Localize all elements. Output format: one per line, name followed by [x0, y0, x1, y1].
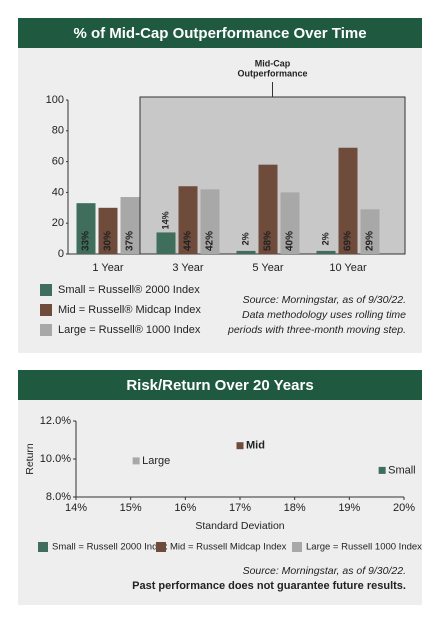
value-label: 42%	[205, 231, 216, 251]
point-label: Small	[388, 464, 416, 476]
x-tick-label: 15%	[120, 502, 142, 514]
header	[18, 18, 422, 48]
bar	[236, 250, 256, 254]
legend-label: Mid = Russell® Midcap Index	[58, 304, 201, 316]
annotation: Mid-Cap	[255, 58, 291, 68]
x-axis-label: Standard Deviation	[195, 520, 284, 532]
legend-swatch	[156, 542, 166, 552]
bar	[316, 250, 336, 254]
legend-label: Small = Russell® 2000 Index	[58, 284, 200, 296]
disclaimer: Past performance does not guarantee futu…	[132, 580, 406, 592]
y-tick-label: 8.0%	[46, 491, 71, 503]
legend-label: Large = Russell® 1000 Index	[58, 324, 201, 336]
x-tick-label: 5 Year	[252, 262, 284, 274]
bar	[98, 207, 118, 254]
point-label: Mid	[246, 440, 265, 452]
annotation: Outperformance	[237, 68, 307, 78]
value-label: 58%	[263, 231, 274, 251]
value-label: 14%	[160, 211, 170, 229]
value-label: 33%	[81, 231, 92, 251]
bar	[200, 189, 220, 254]
y-tick-label: 60	[52, 156, 64, 168]
source-note: Source: Morningstar, as of 9/30/22.	[243, 294, 406, 306]
header	[18, 370, 422, 400]
bar	[280, 192, 300, 254]
legend-swatch	[40, 324, 52, 336]
bar	[156, 232, 176, 254]
source-note: Source: Morningstar, as of 9/30/22.	[243, 565, 406, 577]
point	[378, 466, 386, 474]
x-tick-label: 18%	[284, 502, 306, 514]
x-tick-label: 14%	[65, 502, 87, 514]
y-tick-label: 100	[46, 94, 64, 106]
y-tick-label: 0	[58, 248, 64, 260]
bar	[258, 164, 278, 254]
bar	[360, 209, 380, 254]
legend-label: Large = Russell 1000 Index	[306, 542, 422, 553]
legend-swatch	[38, 542, 48, 552]
value-label: 2%	[240, 232, 250, 245]
legend-swatch	[292, 542, 302, 552]
bar	[338, 147, 358, 254]
y-tick-label: 40	[52, 186, 64, 198]
chart-title: % of Mid-Cap Outperformance Over Time	[73, 25, 366, 42]
y-tick-label: 10.0%	[40, 453, 71, 465]
y-tick-label: 12.0%	[40, 415, 71, 427]
x-tick-label: 16%	[174, 502, 196, 514]
x-tick-label: 1 Year	[92, 262, 124, 274]
point	[132, 457, 140, 465]
bar	[178, 186, 198, 254]
legend-label: Mid = Russell Midcap Index	[170, 542, 287, 553]
legend-label: Small = Russell 2000 Index	[52, 542, 168, 553]
x-tick-label: 3 Year	[172, 262, 204, 274]
value-label: 2%	[320, 232, 330, 245]
source-note: periods with three-month moving step.	[227, 324, 406, 336]
x-tick-label: 19%	[338, 502, 360, 514]
bar	[120, 197, 140, 254]
y-tick-label: 20	[52, 217, 64, 229]
x-tick-label: 20%	[393, 502, 415, 514]
value-label: 29%	[365, 231, 376, 251]
value-label: 40%	[285, 231, 296, 251]
legend-swatch	[40, 284, 52, 296]
chart-title: Risk/Return Over 20 Years	[126, 377, 313, 394]
point-label: Large	[142, 455, 170, 467]
value-label: 37%	[125, 231, 136, 251]
value-label: 30%	[103, 231, 114, 251]
y-tick-label: 80	[52, 125, 64, 137]
source-note: Data methodology uses rolling time	[242, 309, 406, 321]
y-axis-label: Return	[24, 443, 36, 475]
x-tick-label: 10 Year	[329, 262, 367, 274]
point	[236, 442, 244, 450]
legend-swatch	[40, 304, 52, 316]
bar	[76, 203, 96, 254]
x-tick-label: 17%	[229, 502, 251, 514]
panel	[18, 370, 422, 605]
value-label: 69%	[343, 231, 354, 251]
value-label: 44%	[183, 231, 194, 251]
